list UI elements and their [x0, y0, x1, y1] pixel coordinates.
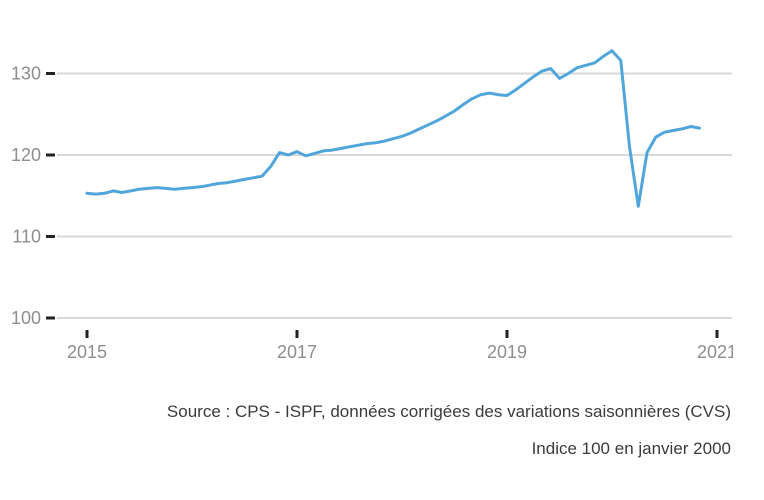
- y-axis-label: 110: [12, 227, 41, 247]
- x-axis-label: 2017: [277, 342, 317, 362]
- x-axis-tick: [85, 330, 89, 338]
- y-axis-label: 100: [11, 308, 41, 328]
- x-axis-label: 2019: [487, 342, 527, 362]
- y-axis-tick: [46, 153, 55, 157]
- x-axis-tick: [505, 330, 509, 338]
- y-axis-label: 120: [11, 145, 41, 165]
- y-axis-tick: [46, 72, 55, 75]
- x-axis-label: 2015: [67, 342, 107, 362]
- y-axis-tick: [46, 316, 55, 320]
- source-text: Source : CPS - ISPF, données corrigées d…: [166, 402, 731, 421]
- index-line-chart: 130 120 110 100 2015 2017 2019 2021: [11, 49, 733, 362]
- x-axis-tick: [715, 330, 719, 338]
- x-axis-label: 2021: [697, 342, 733, 362]
- y-axis-tick: [46, 235, 55, 238]
- chart-footer: Source : CPS - ISPF, données corrigées d…: [0, 401, 731, 459]
- chart-canvas: 130 120 110 100 2015 2017 2019 2021: [11, 49, 733, 362]
- index-series-line: [85, 49, 701, 208]
- y-axis-label: 130: [11, 64, 41, 84]
- x-axis-tick: [295, 330, 299, 338]
- index-base-note: Indice 100 en janvier 2000: [531, 439, 731, 458]
